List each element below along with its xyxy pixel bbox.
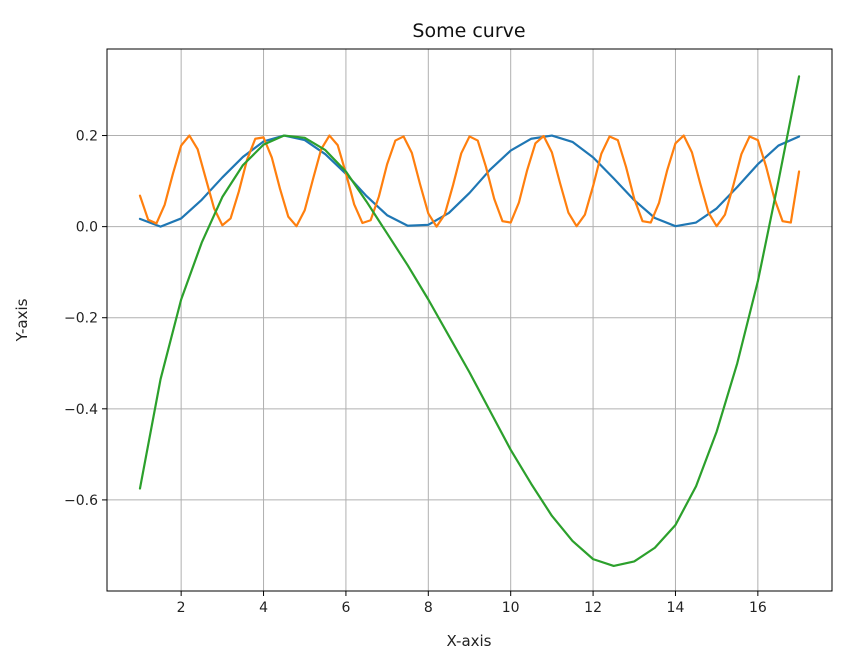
x-tick-label: 2 — [177, 600, 186, 616]
y-axis-label: Y-axis — [13, 298, 31, 342]
x-tick-label: 4 — [259, 600, 268, 616]
series-line-2 — [138, 134, 801, 228]
x-tick-label: 16 — [749, 600, 767, 616]
x-tick-label: 6 — [341, 600, 350, 616]
x-tick-label: 14 — [667, 600, 685, 616]
y-axis-ticks: −0.6 −0.4 −0.2 0.0 0.2 — [64, 129, 107, 509]
y-tick-label: 0.0 — [76, 220, 98, 236]
series-line-3 — [138, 75, 801, 568]
x-axis-ticks: 2 4 6 8 10 12 14 16 — [177, 591, 767, 616]
y-tick-label: −0.6 — [64, 493, 98, 509]
x-axis-label: X-axis — [447, 632, 492, 650]
series-layer — [138, 75, 801, 568]
y-tick-label: −0.4 — [64, 402, 98, 418]
x-tick-label: 12 — [584, 600, 602, 616]
x-tick-label: 10 — [502, 600, 520, 616]
plot-frame — [106, 48, 833, 592]
series-group — [138, 75, 801, 568]
chart-title: Some curve — [412, 20, 525, 42]
y-tick-label: −0.2 — [64, 311, 98, 327]
y-tick-label: 0.2 — [76, 129, 98, 145]
x-tick-label: 8 — [424, 600, 433, 616]
